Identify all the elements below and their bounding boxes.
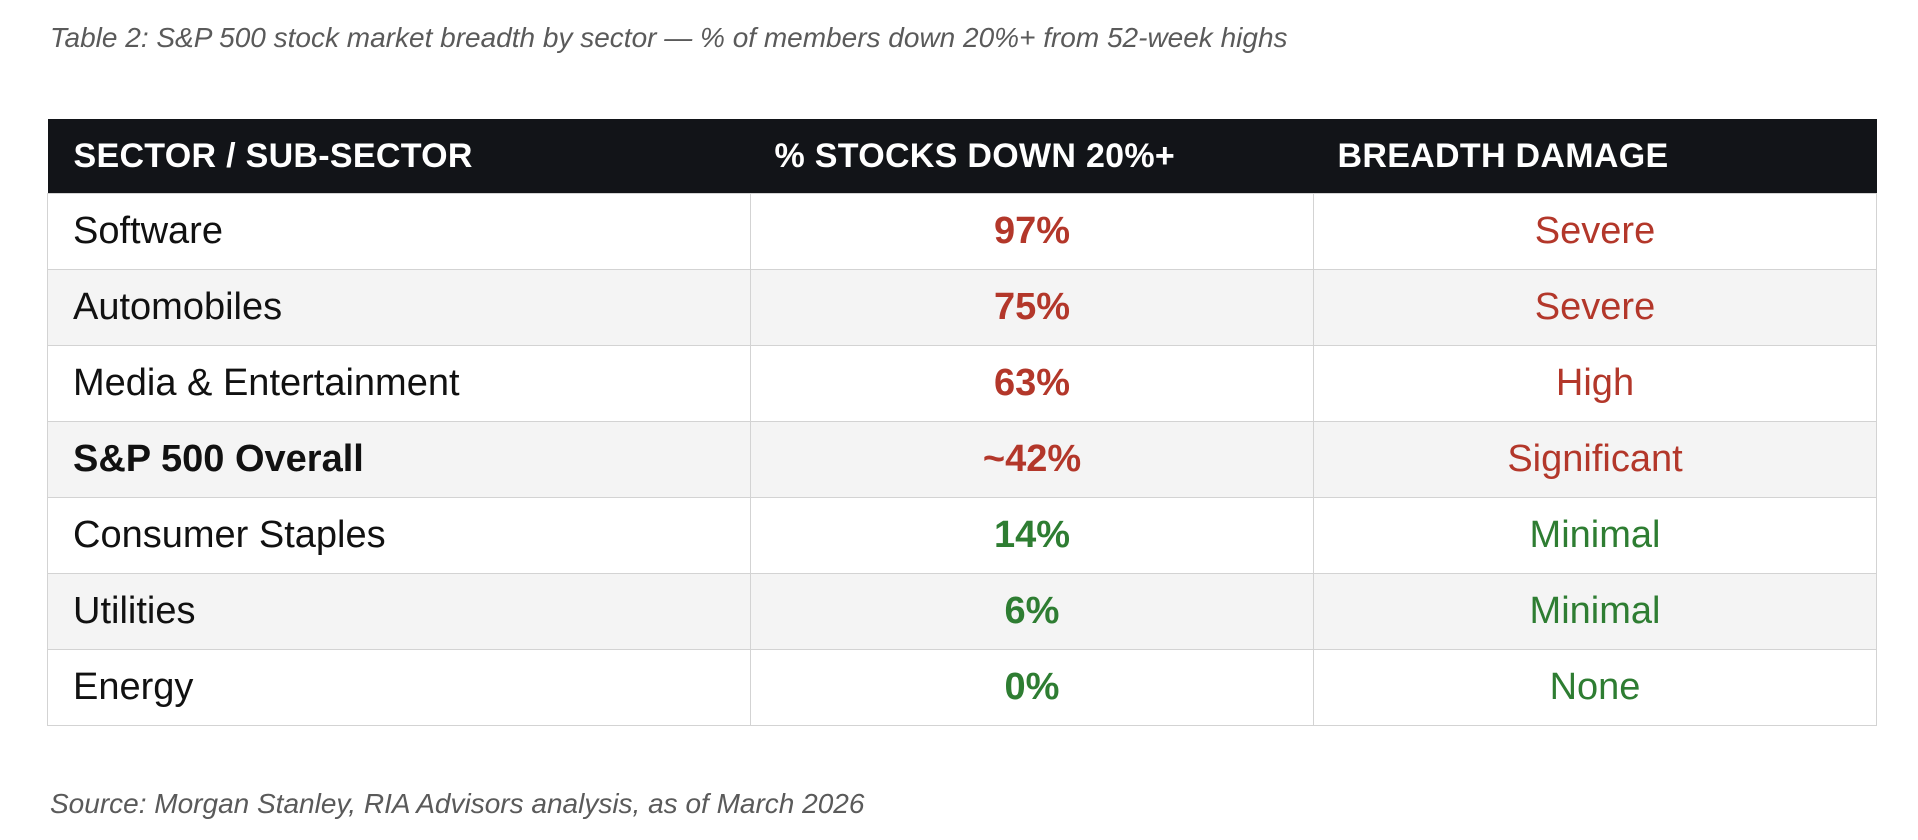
damage-cell: Minimal [1313, 573, 1877, 650]
damage-cell: None [1313, 649, 1877, 726]
table-row: Media & Entertainment 63% High [47, 345, 1877, 422]
sector-cell: S&P 500 Overall [47, 421, 751, 498]
sector-cell: Utilities [47, 573, 751, 650]
sector-cell: Media & Entertainment [47, 345, 751, 422]
sector-cell: Automobiles [47, 269, 751, 346]
sector-cell: Software [47, 193, 751, 270]
header-sector: SECTOR / SUB-SECTOR [47, 119, 751, 194]
breadth-table: SECTOR / SUB-SECTOR % STOCKS DOWN 20%+ B… [47, 119, 1877, 726]
sector-cell: Consumer Staples [47, 497, 751, 574]
pct-cell: 0% [750, 649, 1314, 726]
table-row: Consumer Staples 14% Minimal [47, 497, 1877, 574]
damage-cell: High [1313, 345, 1877, 422]
pct-cell: ~42% [750, 421, 1314, 498]
table-row: Automobiles 75% Severe [47, 269, 1877, 346]
pct-cell: 14% [750, 497, 1314, 574]
source-note: Source: Morgan Stanley, RIA Advisors ana… [50, 788, 865, 819]
table-caption: Table 2: S&P 500 stock market breadth by… [50, 22, 1288, 53]
table-header-row: SECTOR / SUB-SECTOR % STOCKS DOWN 20%+ B… [47, 119, 1877, 194]
header-pct-down: % STOCKS DOWN 20%+ [750, 119, 1314, 194]
damage-cell: Severe [1313, 269, 1877, 346]
sector-cell: Energy [47, 649, 751, 726]
table-row: Software 97% Severe [47, 193, 1877, 270]
damage-cell: Minimal [1313, 497, 1877, 574]
damage-cell: Severe [1313, 193, 1877, 270]
table-row: Utilities 6% Minimal [47, 573, 1877, 650]
table-row-overall: S&P 500 Overall ~42% Significant [47, 421, 1877, 498]
pct-cell: 6% [750, 573, 1314, 650]
damage-cell: Significant [1313, 421, 1877, 498]
table-row: Energy 0% None [47, 649, 1877, 726]
pct-cell: 63% [750, 345, 1314, 422]
pct-cell: 75% [750, 269, 1314, 346]
pct-cell: 97% [750, 193, 1314, 270]
header-breadth-damage: BREADTH DAMAGE [1313, 119, 1877, 194]
